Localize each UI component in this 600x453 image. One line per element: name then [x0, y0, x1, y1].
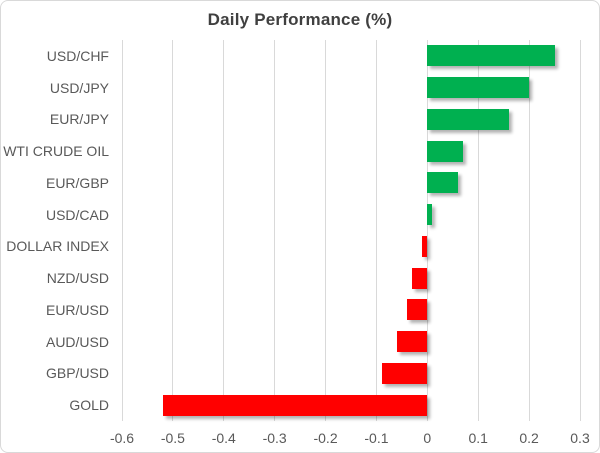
category-label-eur-gbp: EUR/GBP [45, 174, 109, 191]
gridline [121, 40, 123, 421]
bar-eur-gbp [427, 172, 458, 194]
x-tick-label: 0.2 [519, 430, 539, 446]
category-label-wti-crude-oil: WTI CRUDE OIL [3, 143, 109, 160]
bar-dollar-index [422, 235, 428, 257]
gridline [579, 40, 581, 421]
bar-eur-jpy [427, 108, 509, 130]
bar-usd-cad [427, 204, 433, 226]
bar-nzd-usd [412, 267, 428, 289]
x-tick-label: -0.1 [364, 430, 389, 446]
category-label-gold: GOLD [69, 397, 109, 414]
bar-wti-crude-oil [427, 140, 463, 162]
category-label-aud-usd: AUD/USD [45, 333, 109, 350]
bar-usd-chf [427, 45, 555, 67]
category-label-eur-usd: EUR/USD [45, 301, 109, 318]
gridline [477, 40, 479, 421]
bar-gold [162, 394, 428, 416]
x-tick-label: -0.4 [211, 430, 236, 446]
bar-gbp-usd [381, 362, 428, 384]
bar-eur-usd [406, 299, 428, 321]
gridline [274, 40, 276, 421]
bar-usd-jpy [427, 77, 530, 99]
x-tick-label: -0.6 [109, 430, 135, 446]
gridline [528, 40, 530, 421]
category-label-usd-jpy: USD/JPY [49, 79, 109, 96]
x-tick-label: -0.3 [262, 430, 287, 446]
x-tick-label: 0.1 [468, 430, 488, 446]
x-tick-label: -0.5 [160, 430, 185, 446]
gridline [325, 40, 327, 421]
gridline [172, 40, 174, 421]
category-label-gbp-usd: GBP/USD [45, 365, 109, 382]
chart-title: Daily Performance (%) [207, 10, 393, 29]
category-label-nzd-usd: NZD/USD [46, 270, 109, 287]
category-label-usd-chf: USD/CHF [46, 47, 109, 64]
gridline [223, 40, 225, 421]
category-label-dollar-index: DOLLAR INDEX [6, 238, 109, 255]
x-tick-label: -0.2 [313, 430, 338, 446]
x-tick-label: 0.3 [570, 430, 590, 446]
gridline [375, 40, 377, 421]
gridline [426, 40, 428, 421]
category-label-usd-cad: USD/CAD [45, 206, 109, 223]
x-tick-label: 0 [423, 430, 432, 446]
bar-aud-usd [396, 331, 428, 353]
category-label-eur-jpy: EUR/JPY [49, 111, 109, 128]
